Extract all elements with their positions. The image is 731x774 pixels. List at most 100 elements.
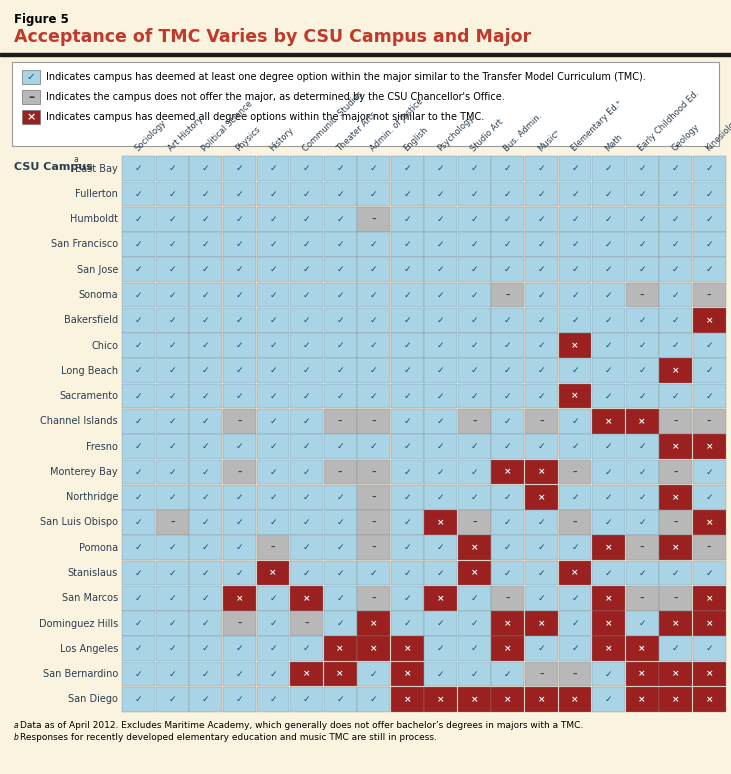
Text: ✓: ✓ [705,568,713,577]
Text: ✓: ✓ [638,568,646,577]
Bar [424,636,458,661]
Text: ✓: ✓ [169,594,176,603]
Text: ✓: ✓ [135,341,143,350]
Text: ✓: ✓ [437,670,444,679]
Bar [290,687,323,712]
Bar [458,636,491,661]
Text: ✓: ✓ [404,493,411,502]
Text: ✓: ✓ [437,644,444,653]
Text: ✓: ✓ [471,442,478,451]
Text: Political Science: Political Science [200,98,255,153]
Bar [257,510,289,535]
Bar [659,308,692,333]
Text: –: – [28,91,34,104]
Bar [558,434,591,459]
Bar [525,586,558,611]
Bar [290,485,323,509]
Text: ×: × [705,316,713,325]
Text: ✓: ✓ [370,316,377,325]
Text: Data as of April 2012. Excludes Maritime Academy, which generally does not offer: Data as of April 2012. Excludes Maritime… [20,721,583,730]
Bar [257,434,289,459]
Bar [592,283,625,307]
Bar [189,334,222,358]
Bar [626,611,659,636]
Text: Sociology: Sociology [134,118,168,153]
Bar [357,611,390,636]
Text: ✓: ✓ [571,442,579,451]
Bar [391,510,424,535]
Bar [189,182,222,206]
Text: ✓: ✓ [135,543,143,552]
Text: ✓: ✓ [169,240,176,249]
Text: ✓: ✓ [202,518,210,527]
Bar [156,460,189,485]
Text: ✓: ✓ [471,341,478,350]
Bar [223,358,256,383]
Text: ✓: ✓ [538,240,545,249]
Text: –: – [371,493,376,502]
Text: ✓: ✓ [370,366,377,375]
Text: ✓: ✓ [202,190,210,198]
Text: –: – [338,467,342,477]
Bar [693,460,726,485]
Bar [525,460,558,485]
Bar [156,636,189,661]
Bar [122,611,155,636]
Bar [391,384,424,409]
Bar [122,687,155,712]
Text: ✓: ✓ [571,190,579,198]
Text: ✓: ✓ [571,493,579,502]
Text: –: – [170,518,175,527]
Text: ×: × [605,619,613,628]
Bar [122,536,155,560]
Text: ✓: ✓ [705,240,713,249]
Text: ✓: ✓ [605,190,613,198]
Text: ✓: ✓ [605,518,613,527]
Text: ✓: ✓ [437,417,444,426]
Text: Humboldt: Humboldt [70,214,118,224]
Text: ✓: ✓ [202,164,210,173]
Bar [525,156,558,181]
Text: ✓: ✓ [202,568,210,577]
Bar [592,358,625,383]
Bar [391,560,424,585]
Bar [659,636,692,661]
Text: ✓: ✓ [336,518,344,527]
Bar [156,207,189,231]
Text: ✓: ✓ [269,695,277,704]
Text: –: – [237,467,242,477]
Bar [156,334,189,358]
Bar [223,636,256,661]
Text: ✓: ✓ [169,493,176,502]
Text: ✓: ✓ [571,594,579,603]
Text: ✓: ✓ [269,316,277,325]
Text: ✓: ✓ [471,467,478,477]
Text: ✓: ✓ [404,366,411,375]
Text: ✓: ✓ [672,240,679,249]
Text: Acceptance of TMC Varies by CSU Campus and Major: Acceptance of TMC Varies by CSU Campus a… [14,28,531,46]
Text: –: – [673,594,678,603]
Text: ✓: ✓ [504,543,512,552]
Bar [223,232,256,257]
Bar [122,232,155,257]
Bar [290,232,323,257]
Bar [122,586,155,611]
Text: ✓: ✓ [336,392,344,401]
Text: ✓: ✓ [471,594,478,603]
Bar [693,334,726,358]
Text: ✓: ✓ [672,341,679,350]
Bar [626,308,659,333]
Text: ✓: ✓ [269,619,277,628]
Text: ✓: ✓ [135,594,143,603]
Bar [558,409,591,433]
Bar [391,207,424,231]
Text: Chico: Chico [91,341,118,351]
Text: ✓: ✓ [571,316,579,325]
Text: ✓: ✓ [370,341,377,350]
Text: ×: × [672,543,679,552]
Text: ✓: ✓ [437,265,444,274]
Text: ✓: ✓ [538,214,545,224]
Text: ✓: ✓ [336,290,344,300]
Text: ✓: ✓ [404,265,411,274]
Text: ✓: ✓ [538,290,545,300]
